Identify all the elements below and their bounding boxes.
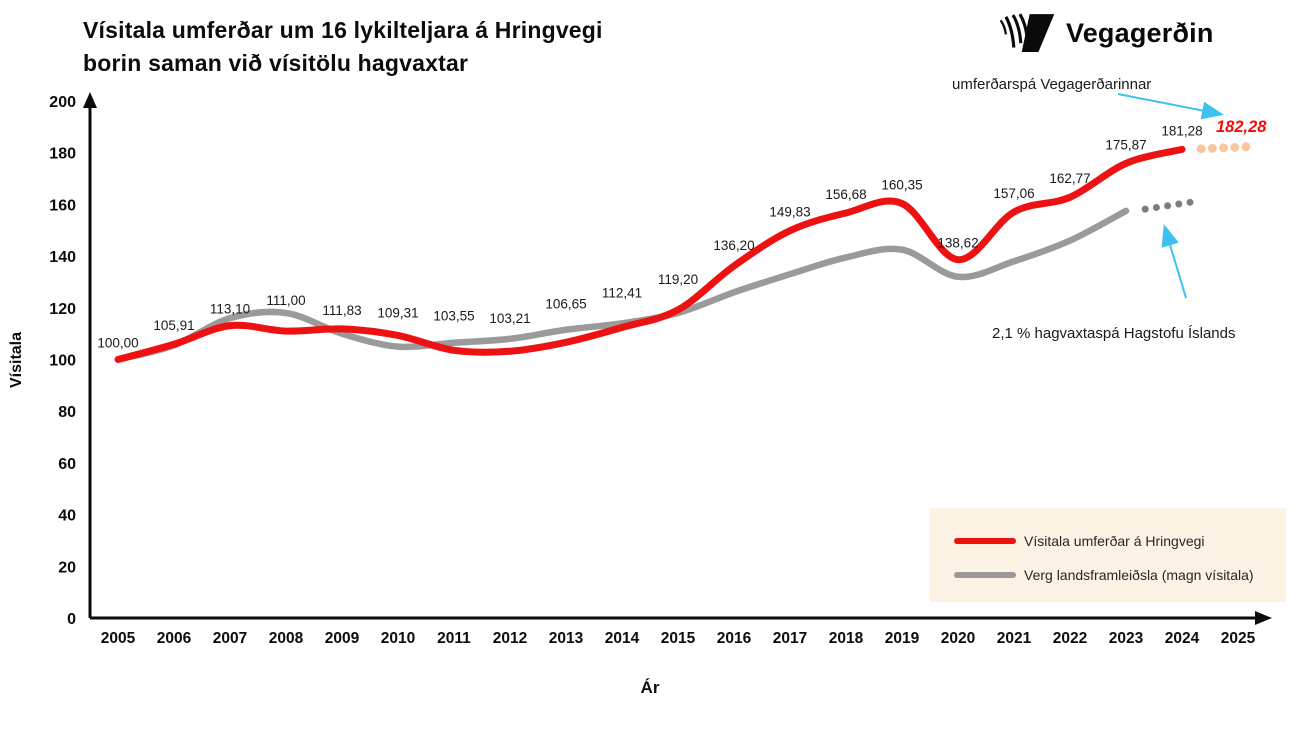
data-point-label: 181,28 [1161,123,1202,138]
x-tick-label: 2023 [1109,630,1144,647]
gdp-forecast-annotation: 2,1 % hagvaxtaspá Hagstofu Íslands [992,325,1236,342]
x-tick-label: 2020 [941,630,975,647]
y-tick-label: 200 [49,94,76,111]
forecast-dot [1241,142,1251,152]
y-tick-label: 0 [67,611,76,628]
legend-label-traffic: Vísitala umferðar á Hringvegi [1024,533,1205,549]
x-tick-label: 2015 [661,630,696,647]
y-tick-label: 80 [58,404,76,421]
y-tick-label: 40 [58,508,76,525]
legend-swatch-gray-line [954,572,1016,578]
x-tick-label: 2024 [1165,630,1200,647]
y-tick-label: 180 [49,146,76,163]
x-tick-label: 2012 [493,630,527,647]
y-tick-label: 120 [49,301,76,318]
x-tick-label: 2008 [269,630,304,647]
chart-title-line1: Vísitala umferðar um 16 lykilteljara á H… [83,17,603,43]
x-tick-label: 2011 [437,630,471,647]
x-tick-label: 2021 [997,630,1032,647]
x-tick-label: 2009 [325,630,360,647]
x-tick-label: 2014 [605,630,640,647]
forecast-dot [1230,142,1240,152]
x-tick-label: 2006 [157,630,192,647]
brand-logo: Vegagerðin [998,10,1214,57]
traffic-forecast-annotation: umferðarspá Vegagerðarinnar [952,76,1152,93]
x-tick-label: 2022 [1053,630,1087,647]
data-point-label: 156,68 [825,187,866,202]
data-point-label: 138,62 [937,236,978,251]
data-point-label: 175,87 [1105,137,1146,152]
data-point-label: 100,00 [97,336,138,351]
x-tick-label: 2005 [101,630,136,647]
data-point-label: 136,20 [713,238,754,253]
forecast-dot [1141,205,1149,213]
forecast-dot [1164,202,1172,210]
x-tick-label: 2007 [213,630,247,647]
y-tick-label: 160 [49,197,76,214]
y-tick-label: 60 [58,456,76,473]
data-point-label: 105,91 [153,318,194,333]
data-point-label: 162,77 [1049,171,1090,186]
data-point-label: 112,41 [602,285,642,300]
series-line-traffic [114,145,1186,363]
data-point-label: 111,83 [322,303,361,318]
y-tick-label: 20 [58,559,76,576]
forecast-dot [1175,200,1183,208]
forecast-dot [1186,198,1194,206]
x-tick-label: 2013 [549,630,584,647]
red-forecast-value-label: 182,28 [1216,118,1267,136]
legend-label-gdp: Verg landsframleiðsla (magn vísitala) [1024,567,1254,583]
x-tick-label: 2016 [717,630,752,647]
data-point-label: 103,21 [489,311,530,326]
x-axis-arrow-icon [1255,611,1272,625]
forecast-dot [1207,143,1217,153]
data-point-label: 160,35 [881,177,922,192]
traffic-forecast-arrow-icon [1117,93,1224,120]
x-tick-label: 2018 [829,630,864,647]
x-axis-title: Ár [640,678,660,697]
chart-title: Vísitala umferðar um 16 lykilteljara á H… [83,14,603,79]
forecast-dot [1196,144,1206,154]
chart-title-line2: borin saman við vísitölu hagvaxtar [83,49,469,76]
data-point-label: 111,00 [266,293,305,308]
vegagerdin-logo-icon [999,13,1055,52]
series-line-gdp [114,207,1130,363]
data-point-label: 106,65 [545,296,586,311]
x-tick-label: 2019 [885,630,920,647]
x-tick-label: 2025 [1221,630,1256,647]
data-point-label: 109,31 [377,305,418,320]
forecast-dot [1219,143,1229,153]
y-tick-label: 140 [49,249,76,266]
chart-legend: Vísitala umferðar á Hringvegi Verg lands… [930,508,1286,602]
legend-swatch-red-line [954,538,1016,544]
data-point-label: 113,10 [210,302,250,317]
y-tick-label: 100 [49,353,76,370]
legend-item-gdp: Verg landsframleiðsla (magn vísitala) [954,561,1286,589]
data-point-label: 119,20 [658,272,698,287]
x-tick-label: 2017 [773,630,807,647]
data-point-label: 157,06 [993,186,1034,201]
data-point-label: 103,55 [433,308,474,323]
x-tick-label: 2010 [381,630,415,647]
forecast-dot [1152,203,1160,211]
legend-item-traffic: Vísitala umferðar á Hringvegi [954,527,1286,555]
brand-logo-text: Vegagerðin [1066,18,1214,48]
y-axis-arrow-icon [83,92,97,108]
gdp-forecast-arrow-icon [1161,224,1187,299]
data-point-label: 149,83 [769,205,810,220]
